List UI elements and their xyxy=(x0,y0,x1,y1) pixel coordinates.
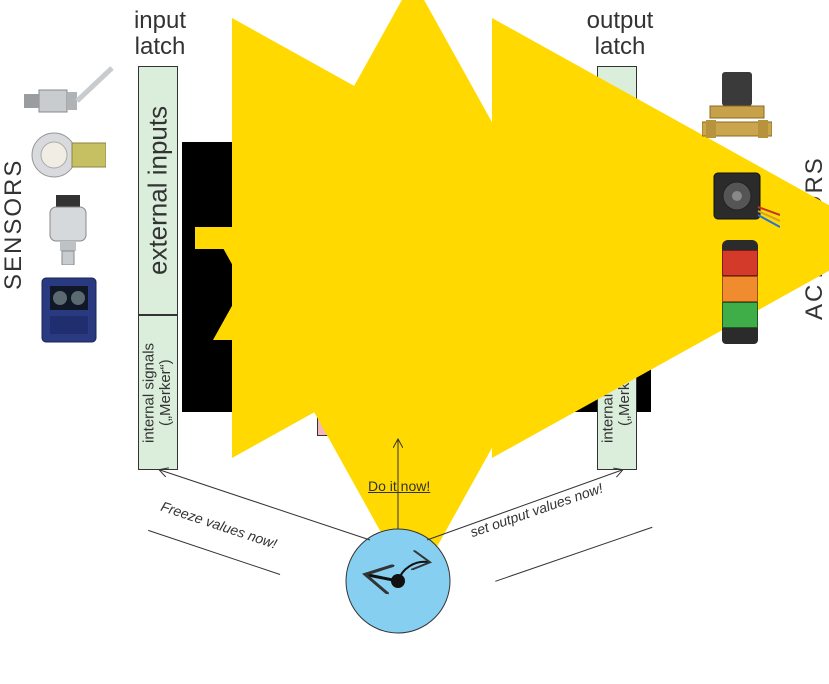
external-inputs-text: external inputs xyxy=(139,67,177,314)
freeze-callout: Freeze values now! xyxy=(159,498,279,552)
input-latch-external: external inputs xyxy=(138,66,178,315)
pressure-sensor-icon xyxy=(42,195,100,265)
photo-sensor-icon xyxy=(36,272,102,348)
stepper-motor-icon xyxy=(696,165,780,229)
stack-light-icon xyxy=(722,240,758,350)
actuators-label: ACTUATORS xyxy=(801,120,829,320)
internal-signals-text-in: internal signals („Merker“) xyxy=(139,316,177,469)
set-output-callout: set output values now! xyxy=(468,480,605,540)
stack-light-cap xyxy=(722,240,758,250)
process-image-title: process image xyxy=(280,152,560,184)
do-it-callout: Do it now! xyxy=(368,478,430,494)
calculations-box: calculations & decisions xyxy=(317,316,517,436)
stack-light-red xyxy=(722,250,758,276)
internal-signals-text-out: internal signals („Merker“) xyxy=(598,316,636,469)
sensors-label: SENSORS xyxy=(0,130,28,290)
output-latch-internal: internal signals („Merker“) xyxy=(597,315,637,470)
stack-light-amber xyxy=(722,276,758,302)
input-latch-label: input latch xyxy=(110,8,210,61)
outputs-text: outputs xyxy=(598,67,636,314)
stack-light-base xyxy=(722,328,758,344)
rtd-probe-icon xyxy=(24,60,114,120)
stack-light-green xyxy=(722,302,758,328)
solenoid-valve-icon xyxy=(702,70,772,150)
input-latch-internal: internal signals („Merker“) xyxy=(138,315,178,470)
proximity-sensor-icon xyxy=(26,125,106,185)
output-latch-label: output latch xyxy=(570,8,670,61)
output-latch-outputs: outputs xyxy=(597,66,637,315)
